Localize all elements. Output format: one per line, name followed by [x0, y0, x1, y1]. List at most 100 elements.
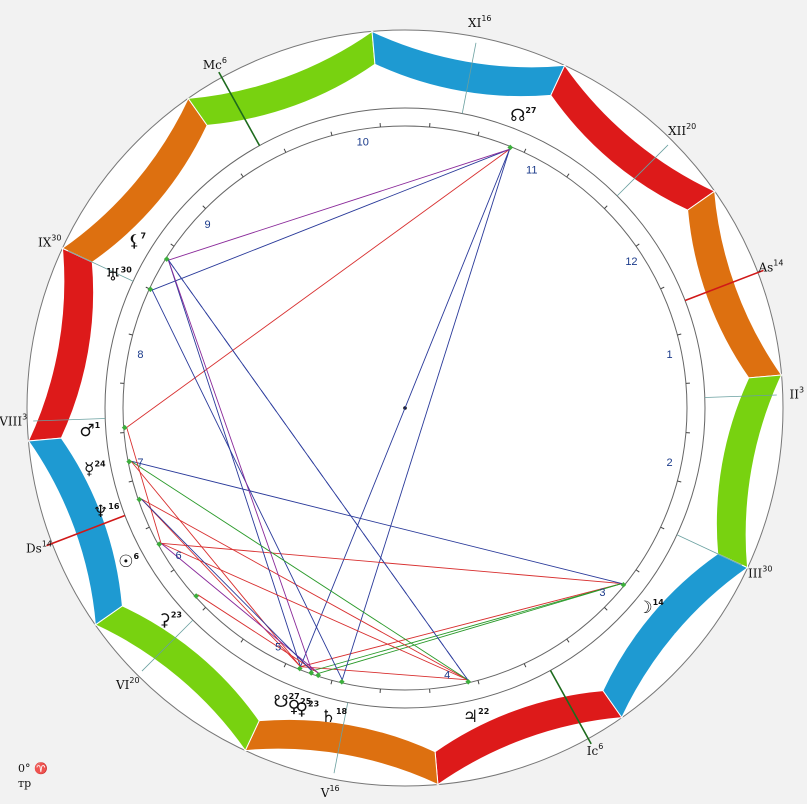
- cusp-labels: As14 II3 III30 Ic6 V16 VI20 Ds14 VIII3 IX30 Mc6 XI…: [0, 14, 804, 800]
- cusp-line-ic: [549, 669, 592, 745]
- aspect-line: [140, 498, 301, 667]
- house-number-12: 12: [625, 256, 637, 268]
- aspect-lines: [126, 148, 622, 681]
- house-number-4: 4: [444, 670, 450, 682]
- house-number-8: 8: [137, 349, 143, 361]
- aspect-line: [131, 460, 622, 585]
- house-number-3: 3: [599, 587, 605, 599]
- house-cusp-lines: [33, 42, 777, 774]
- planet-position-uranus: [147, 286, 154, 293]
- cusp-label-xii: XII20: [668, 122, 696, 138]
- sign-glyph-cancer-icon: ♋: [460, 42, 476, 63]
- house-number-1: 1: [667, 349, 673, 361]
- sign-glyph-aries-icon: ♈: [41, 335, 57, 356]
- house-number-2: 2: [667, 457, 673, 469]
- aspect-line: [197, 594, 320, 674]
- aspect-line: [126, 427, 162, 544]
- sign-glyph-taurus-icon: ♉: [120, 166, 136, 187]
- house-number-6: 6: [175, 550, 181, 562]
- cusp-line-xi: [461, 42, 477, 114]
- aspect-line: [311, 583, 622, 672]
- cusp-label-mc: Mc6: [203, 56, 227, 72]
- cusp-line-v: [333, 702, 349, 774]
- cusp-line-as: [684, 269, 764, 302]
- aspect-line: [140, 498, 313, 672]
- planet-position-lilith: [163, 256, 170, 262]
- cusp-label-ds: Ds14: [26, 539, 52, 555]
- planet-pluto-icon: ♀25: [288, 697, 312, 717]
- footer-zero-aries: 0° ♈: [18, 762, 48, 775]
- sign-glyph-leo-icon: ♌: [629, 121, 645, 142]
- sign-glyph-sagittarius-icon: ♐: [521, 738, 537, 759]
- sign-glyph-gemini-icon: ♊: [273, 58, 289, 79]
- planet-neptune-icon: ♆16: [93, 502, 120, 522]
- planet-position-venus: [315, 672, 321, 679]
- sign-glyph-scorpio-icon: ♏: [674, 630, 690, 651]
- aspect-line: [126, 148, 510, 428]
- planet-position-jupiter: [465, 678, 472, 685]
- sign-glyph-pisces-icon: ♓: [57, 522, 73, 543]
- planet-north-node-icon: ☊27: [510, 106, 536, 126]
- cusp-label-iii: III30: [748, 565, 772, 581]
- cusp-label-as: As14: [757, 259, 783, 275]
- planet-position-saturn: [338, 678, 345, 685]
- planet-position-sun: [156, 541, 163, 548]
- aspect-line: [160, 542, 468, 681]
- cusp-line-vi: [141, 619, 194, 672]
- cusp-label-vi: VI20: [115, 676, 140, 692]
- planet-jupiter-icon: ♃22: [463, 707, 489, 727]
- cusp-label-xi: XI16: [468, 14, 491, 30]
- planet-position-pluto: [308, 670, 315, 676]
- planet-position-chiron: [193, 593, 200, 599]
- cusp-line-ds: [46, 514, 126, 547]
- house-number-11: 11: [526, 165, 537, 177]
- sign-glyph-capricorn-icon: ♑: [334, 754, 350, 775]
- planet-saturn-icon: ♄18: [321, 707, 348, 727]
- aspect-line: [130, 460, 469, 681]
- sign-segment-pisces: [27, 437, 123, 626]
- cusp-line-xii: [616, 144, 669, 197]
- planet-venus-icon: ♀23: [296, 700, 320, 720]
- aspect-line: [318, 583, 622, 674]
- planet-position-mars: [121, 424, 128, 431]
- planet-position-moon: [620, 582, 627, 588]
- planet-position-north-node: [507, 144, 514, 151]
- aspect-line: [300, 666, 468, 681]
- planet-position-south-node: [296, 665, 303, 672]
- planet-mars-icon: ♂1: [79, 421, 100, 441]
- chart-footer: 0° ♈ тр: [18, 762, 48, 790]
- aspect-line-dashed: [168, 259, 469, 681]
- aspect-line: [140, 498, 468, 681]
- planet-lilith-icon: ⚸7: [128, 232, 146, 252]
- planet-moon-icon: ☽14: [637, 598, 664, 618]
- cusp-line-viii: [33, 418, 106, 422]
- aspect-line: [167, 260, 313, 672]
- aspect-line: [168, 148, 510, 261]
- aspect-line: [341, 149, 510, 680]
- cusp-label-ix: IX30: [38, 233, 61, 249]
- house-number-5: 5: [275, 641, 281, 653]
- aspect-line: [300, 149, 510, 667]
- aspect-line: [167, 260, 301, 667]
- planet-position-mercury: [126, 458, 132, 465]
- aspect-line: [160, 542, 622, 585]
- planet-position-neptune: [136, 496, 143, 503]
- cusp-line-mc: [218, 71, 261, 147]
- planet-sun-icon: ☉6: [118, 552, 139, 572]
- cusp-label-viii: VIII3: [0, 413, 27, 429]
- planet-south-node-icon: ☋27: [273, 692, 299, 712]
- sign-glyph-libra-icon: ♎: [753, 461, 769, 482]
- planet-uranus-icon: ♅30: [105, 265, 132, 285]
- house-number-10: 10: [357, 136, 369, 148]
- aspect-line: [300, 583, 622, 668]
- cusp-line-ii: [704, 394, 777, 398]
- sign-glyph-aquarius-icon: ♒: [165, 675, 181, 696]
- planet-chiron-icon: ⚳23: [158, 610, 182, 630]
- planet-mercury-icon: ☿24: [84, 459, 106, 479]
- house-number-7: 7: [137, 457, 143, 469]
- cusp-line-iii: [676, 534, 743, 566]
- planet-markers: ☽14 ♃22 ♄18♀23♀25☋27 ⚳23 ☉6 ♆16 ☿24 ♂1 ♅30 ⚸7 ☊27: [79, 106, 664, 727]
- footer-mode: тр: [18, 777, 31, 790]
- cusp-label-ii: II3: [789, 385, 804, 401]
